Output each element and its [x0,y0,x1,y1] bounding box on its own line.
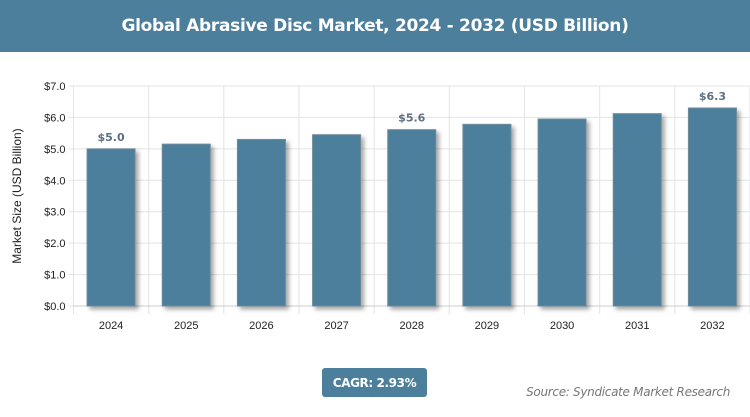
y-tick-label: $4.0 [44,175,65,187]
bar-2024 [86,148,136,307]
y-tick-label: $5.0 [44,144,65,156]
data-label: $5.0 [98,131,125,144]
x-tick-label: 2027 [324,320,348,332]
bar-2030 [537,118,587,307]
y-tick-label: $1.0 [44,270,65,282]
x-tick-label: 2032 [700,320,724,332]
x-tick-label: 2026 [249,320,273,332]
bar-2028 [387,129,437,307]
x-tick-label: 2025 [174,320,198,332]
chart-title: Global Abrasive Disc Market, 2024 - 2032… [0,0,750,52]
cagr-badge: CAGR: 2.93% [322,368,427,397]
source-note: Source: Syndicate Market Research [526,385,730,399]
bar-2029 [462,123,512,307]
y-tick-label: $6.0 [44,112,65,124]
data-label: $6.3 [699,90,726,103]
y-tick-label: $7.0 [44,81,65,93]
x-tick-label: 2028 [400,320,424,332]
y-tick-label: $2.0 [44,238,65,250]
y-tick-label: $3.0 [44,207,65,219]
x-tick-label: 2024 [99,320,123,332]
x-tick-label: 2030 [550,320,574,332]
data-label: $5.6 [398,112,425,125]
bar-2031 [612,113,662,307]
bar-2025 [161,143,211,307]
x-tick-label: 2031 [625,320,649,332]
bar-2026 [236,138,286,307]
y-axis-label: Market Size (USD Billion) [10,128,24,263]
y-tick-label: $0.0 [44,301,65,313]
bar-2032 [687,107,737,307]
x-tick-label: 2029 [475,320,499,332]
bar-2027 [312,134,362,307]
